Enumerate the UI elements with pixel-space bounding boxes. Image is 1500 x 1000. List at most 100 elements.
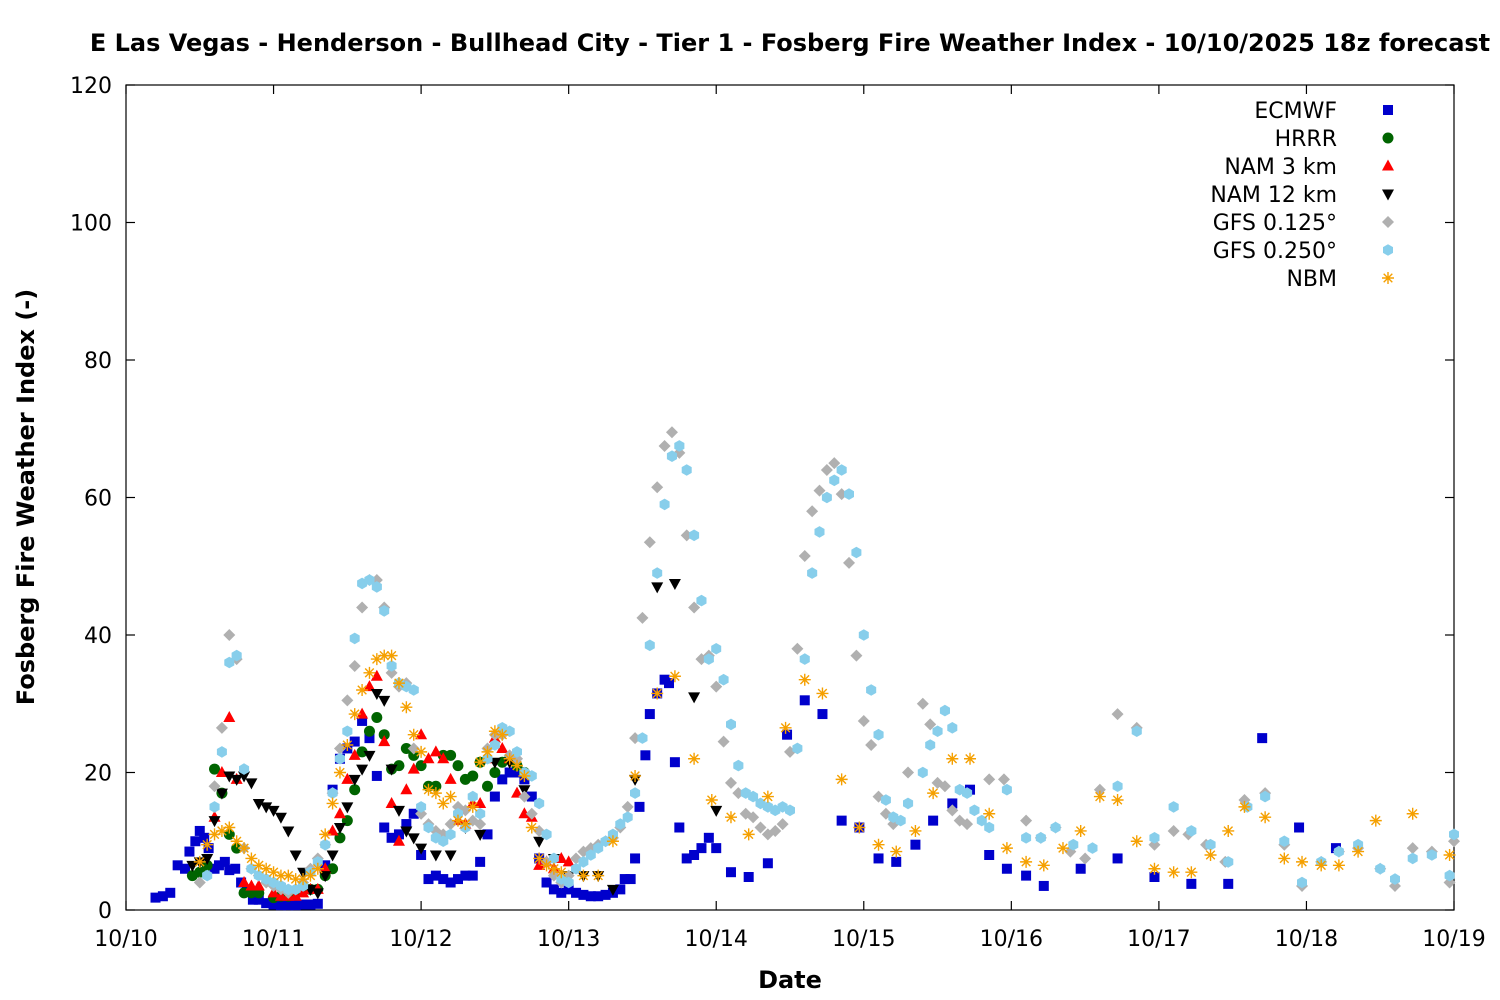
data-point: [1279, 835, 1290, 847]
data-point: [540, 859, 553, 872]
data-point: [625, 874, 636, 885]
data-point: [742, 828, 755, 841]
data-point: [247, 894, 258, 905]
series-2: [208, 669, 575, 901]
data-point: [1020, 814, 1033, 827]
data-point: [817, 709, 828, 720]
data-point: [983, 807, 996, 820]
data-point: [392, 805, 405, 817]
legend-marker: [1382, 189, 1394, 201]
data-point: [1223, 856, 1234, 868]
x-tick-label: 10/13: [537, 927, 600, 952]
data-point: [555, 866, 568, 879]
data-point: [475, 856, 486, 867]
data-point: [829, 474, 840, 487]
data-point: [349, 736, 360, 747]
data-point: [512, 746, 522, 758]
data-point: [585, 891, 596, 902]
data-point: [393, 760, 405, 772]
data-point: [665, 426, 678, 439]
y-tick-label: 0: [98, 899, 112, 924]
data-point: [1407, 852, 1418, 865]
data-point: [806, 505, 819, 518]
data-point: [326, 797, 339, 810]
data-point: [865, 739, 878, 751]
data-point: [370, 688, 383, 700]
data-point: [518, 790, 531, 803]
data-point: [769, 824, 782, 837]
data-point: [320, 838, 331, 851]
data-point: [606, 835, 619, 848]
data-point: [674, 822, 685, 833]
data-point: [872, 838, 885, 851]
data-point: [186, 860, 199, 872]
data-point: [268, 899, 279, 910]
data-point: [526, 770, 537, 782]
data-point: [705, 794, 718, 806]
data-point: [238, 876, 251, 887]
data-point: [932, 725, 943, 737]
data-point: [444, 790, 457, 803]
data-point: [408, 684, 419, 696]
data-point: [400, 701, 413, 714]
data-point: [748, 790, 759, 803]
data-point: [437, 752, 450, 764]
plot-frame: [125, 84, 1455, 911]
data-point: [630, 853, 641, 864]
data-point: [423, 874, 434, 885]
data-point: [634, 801, 645, 812]
data-point: [245, 852, 258, 865]
data-point: [349, 632, 360, 645]
data-point: [312, 898, 323, 909]
data-point: [1297, 876, 1307, 889]
data-point: [533, 836, 546, 848]
data-point: [319, 871, 332, 883]
data-point: [474, 818, 487, 831]
data-point: [563, 876, 574, 889]
data-point: [1443, 849, 1456, 861]
data-point: [1075, 863, 1086, 874]
data-point: [407, 728, 420, 741]
data-point: [798, 673, 811, 686]
data-point: [219, 856, 230, 867]
y-tick-label: 60: [84, 487, 112, 512]
data-point: [547, 862, 560, 875]
data-point: [1148, 862, 1161, 875]
x-tick-label: 10/19: [1422, 927, 1485, 952]
data-point: [172, 860, 183, 871]
data-point: [422, 752, 435, 764]
data-point: [799, 653, 810, 665]
data-point: [333, 823, 346, 834]
data-point: [1020, 855, 1033, 868]
data-point: [1375, 863, 1386, 875]
data-point: [946, 804, 959, 817]
data-point: [348, 774, 361, 786]
data-point: [326, 824, 339, 836]
data-point: [891, 856, 902, 867]
data-point: [356, 746, 368, 758]
data-point: [1222, 824, 1235, 837]
data-point: [1186, 878, 1197, 889]
data-point: [437, 797, 450, 810]
data-point: [150, 892, 161, 903]
data-point: [785, 804, 795, 817]
data-point: [651, 687, 664, 700]
data-point: [843, 556, 856, 569]
data-point: [791, 642, 804, 655]
data-point: [1332, 859, 1345, 872]
data-point: [577, 869, 590, 882]
data-point: [1278, 852, 1291, 865]
data-point: [916, 697, 929, 710]
data-point: [298, 880, 309, 892]
data-point: [828, 457, 841, 470]
data-point: [238, 771, 251, 783]
data-point: [385, 649, 398, 662]
data-point: [703, 653, 714, 665]
data-point: [1260, 790, 1271, 803]
data-point: [668, 578, 681, 590]
data-point: [282, 869, 295, 882]
data-point: [452, 760, 464, 772]
data-point: [518, 807, 531, 819]
data-point: [363, 725, 375, 737]
